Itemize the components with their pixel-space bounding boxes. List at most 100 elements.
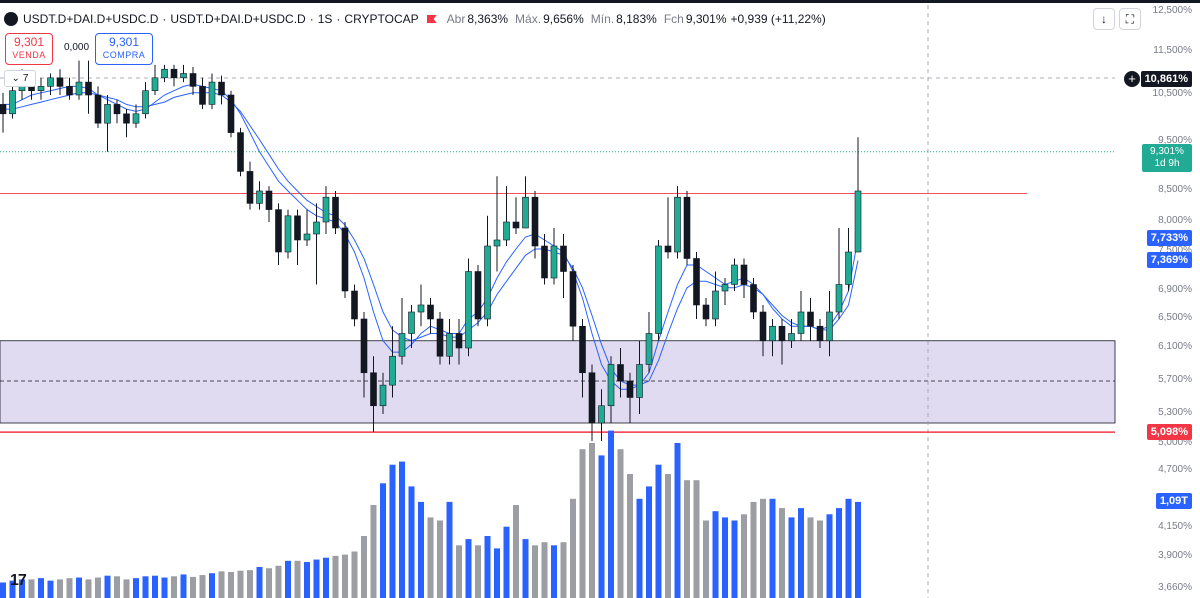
buy-label: COMPRA [102, 50, 146, 60]
candle-body [645, 333, 653, 365]
volume-bar [370, 505, 377, 598]
candle-body [303, 233, 311, 241]
symbol-logo-icon [4, 12, 18, 26]
volume-bar [788, 517, 795, 598]
volume-bar [342, 554, 348, 598]
volume-bar [541, 542, 548, 598]
volume-bar [798, 508, 804, 598]
fullscreen-button[interactable]: ⛶ [1119, 8, 1141, 30]
volume-bar [256, 567, 263, 598]
candle-body [313, 221, 320, 235]
candle-body [151, 77, 159, 92]
low-value: 8,183% [616, 12, 657, 26]
volume-bar [85, 579, 92, 598]
candle-body [161, 68, 168, 79]
price-tick: 4,700% [1158, 464, 1192, 475]
tradingview-logo-icon[interactable]: 17 [10, 572, 27, 589]
price-tick: 4,150% [1158, 521, 1192, 532]
volume-bar [95, 577, 101, 598]
candle-body [683, 196, 691, 259]
volume-bar [836, 508, 842, 598]
candle-body [341, 227, 349, 292]
volume-bar [114, 576, 120, 598]
candle-body [417, 304, 425, 313]
sell-price: 9,301 [13, 35, 45, 49]
candle-body [199, 86, 206, 105]
volume-bar [437, 520, 443, 598]
volume-bar [636, 498, 643, 598]
demand-zone [0, 340, 1116, 424]
candle-body [712, 290, 719, 320]
volume-bar [380, 483, 386, 598]
volume-bar [285, 560, 291, 598]
sell-button[interactable]: 9,301 VENDA [5, 33, 53, 65]
candle-body [569, 271, 577, 327]
volume-label: 1,09T [1155, 493, 1192, 509]
symbol-legend[interactable]: USDT.D+DAI.D+USDC.D · USDT.D+DAI.D+USDC.… [4, 10, 826, 28]
candle-body [123, 113, 130, 124]
volume-bar [332, 555, 339, 598]
volume-bar [133, 578, 139, 598]
download-button[interactable]: ↓ [1093, 8, 1115, 30]
candle-body [132, 113, 140, 124]
volume-bar [294, 560, 301, 598]
candle-body [598, 405, 605, 424]
buy-price: 9,301 [108, 35, 140, 49]
volume-bar [617, 449, 624, 598]
sell-label: VENDA [12, 50, 46, 60]
volume-bar [684, 480, 690, 598]
volume-bar [674, 443, 681, 598]
volume-bar [807, 517, 814, 598]
buy-button[interactable]: 9,301 COMPRA [95, 33, 153, 65]
volume-bar [142, 576, 149, 598]
high-label: Máx. [515, 12, 542, 26]
volume-bar [560, 542, 567, 598]
candle-body [455, 333, 463, 349]
candle-body [332, 196, 339, 229]
price-tick: 7,500% [1158, 245, 1192, 256]
symbol-name[interactable]: USDT.D+DAI.D+USDC.D [170, 12, 306, 26]
separator: · [309, 12, 314, 26]
volume-bar [855, 501, 861, 598]
candle-body [503, 221, 510, 241]
candle-body [180, 73, 187, 79]
high-value: 9,656% [543, 12, 584, 26]
volume-bar [218, 571, 225, 598]
add-crosshair-icon[interactable]: + [1124, 71, 1140, 87]
volume-bar [741, 514, 747, 598]
candle-body [284, 215, 292, 253]
candle-body [389, 355, 396, 386]
flag-icon[interactable] [426, 15, 437, 23]
volume-bar [826, 514, 833, 598]
interval[interactable]: 1S [317, 12, 333, 26]
indicators-toggle-button[interactable]: ⌄ 7 [4, 70, 36, 87]
candle-body [379, 384, 387, 407]
candle-body [550, 245, 558, 279]
volume-bar [427, 517, 434, 598]
candle-body [617, 364, 624, 382]
volume-bar [38, 578, 44, 598]
candle-body [66, 86, 73, 96]
volume-bar [579, 449, 586, 598]
volume-bar [712, 511, 719, 598]
candle-body [170, 68, 178, 79]
ma-fast-price-label: 7,733% [1146, 230, 1192, 246]
volume-bar [209, 573, 215, 598]
candle-body [778, 325, 786, 342]
volume-bar [9, 580, 16, 598]
volume-bar [551, 545, 557, 598]
volume-bar [199, 575, 206, 598]
volume-bar [76, 577, 82, 598]
exchange[interactable]: CRYPTOCAP [344, 12, 419, 26]
volume-bar [47, 580, 54, 598]
candle-body [579, 325, 586, 374]
candle-body [664, 245, 672, 253]
candle-body [702, 304, 710, 320]
candle-body [94, 94, 102, 124]
candle-body [370, 372, 377, 407]
candle-body [227, 94, 235, 133]
symbol-description[interactable]: USDT.D+DAI.D+USDC.D [23, 12, 159, 26]
candle-body [37, 86, 45, 92]
candle-body [0, 104, 7, 115]
